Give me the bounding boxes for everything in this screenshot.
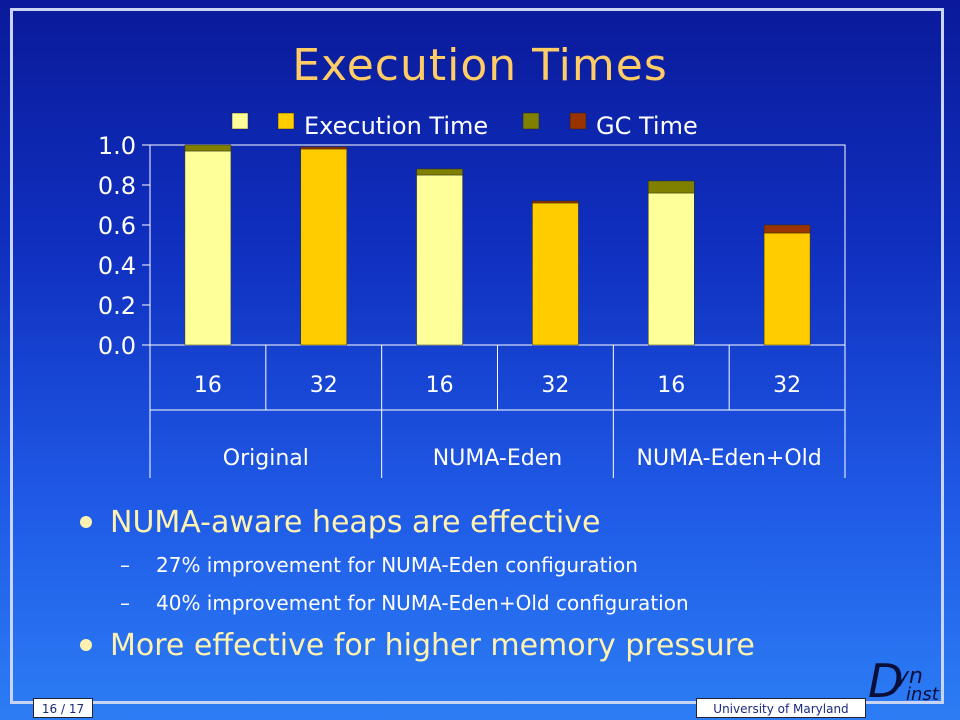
- footer-university: University of Maryland: [696, 698, 866, 718]
- sub-bullet-1: 27% improvement for NUMA-Eden configurat…: [80, 546, 900, 584]
- bar-gc-time: [763, 224, 811, 234]
- y-tick-label: 0.6: [98, 212, 136, 240]
- slide-frame: [10, 8, 944, 704]
- page-number: 16 / 17: [33, 698, 93, 718]
- bar-execution-time: [532, 202, 579, 346]
- category-label: 32: [773, 373, 801, 398]
- legend-swatch-gc-32: [569, 112, 587, 130]
- bar-execution-time: [300, 148, 347, 346]
- group-label: NUMA-Eden+Old: [637, 446, 822, 471]
- dyninst-logo-yn: yn: [896, 664, 923, 689]
- bullet-1: NUMA-aware heaps are effective: [80, 500, 900, 546]
- bar-execution-time: [648, 192, 695, 346]
- category-label: 16: [194, 373, 222, 398]
- group-label: NUMA-Eden: [433, 446, 562, 471]
- bar-gc-time: [300, 146, 347, 150]
- bar-gc-time: [532, 200, 579, 204]
- bar-gc-time: [648, 180, 695, 194]
- y-tick-label: 0.2: [98, 292, 136, 320]
- group-label: Original: [223, 446, 309, 471]
- dyninst-logo-d: D: [868, 654, 904, 708]
- category-label: 16: [426, 373, 454, 398]
- bullet-2: More effective for higher memory pressur…: [80, 622, 900, 670]
- y-tick-label: 0.0: [98, 332, 136, 360]
- bar-gc-time: [184, 144, 232, 152]
- slide-title: Execution Times: [292, 40, 668, 91]
- y-tick-label: 0.4: [98, 252, 136, 280]
- y-tick-label: 1.0: [98, 132, 136, 160]
- legend-swatch-gc-16: [522, 112, 540, 130]
- category-label: 16: [657, 373, 685, 398]
- legend-label: Execution Time: [304, 112, 488, 140]
- legend-swatch-execution-16: [231, 112, 249, 130]
- sub-bullet-2: 40% improvement for NUMA-Eden+Old config…: [80, 584, 900, 622]
- bar-execution-time: [416, 174, 463, 346]
- bar-execution-time: [184, 150, 232, 346]
- legend-label: GC Time: [596, 112, 698, 140]
- dyninst-logo-inst: inst: [906, 684, 939, 705]
- category-label: 32: [310, 373, 338, 398]
- bullet-list: NUMA-aware heaps are effective 27% impro…: [80, 500, 900, 670]
- category-label: 32: [541, 373, 569, 398]
- legend-swatch-execution-32: [277, 112, 295, 130]
- bar-gc-time: [416, 168, 463, 176]
- y-tick-label: 0.8: [98, 172, 136, 200]
- bar-execution-time: [763, 232, 811, 346]
- plot-area: [149, 144, 846, 346]
